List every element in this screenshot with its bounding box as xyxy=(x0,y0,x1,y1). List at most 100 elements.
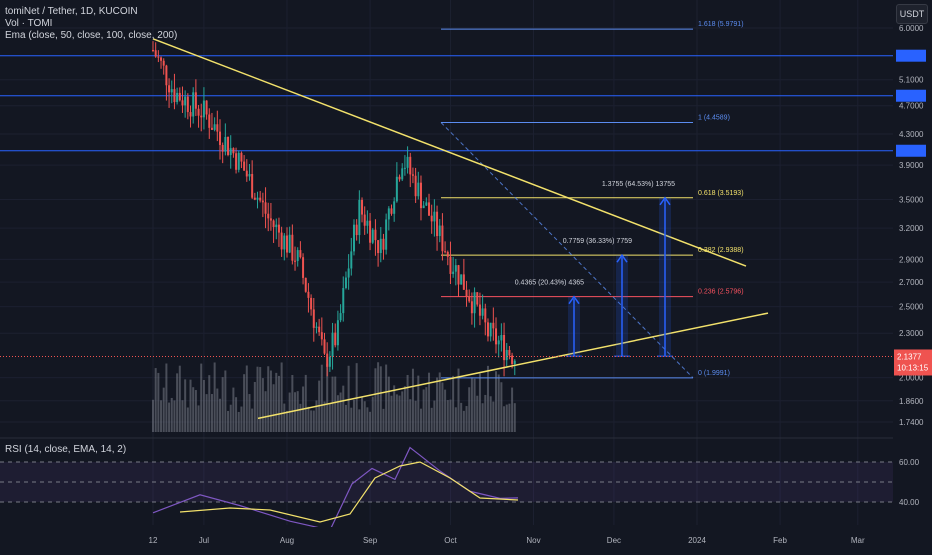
legend-volume[interactable]: Vol · TOMI xyxy=(5,18,53,29)
volume-bar xyxy=(213,362,216,432)
volume-bar xyxy=(245,365,248,432)
legend-ema[interactable]: Ema (close, 50, close, 100, close, 200) xyxy=(5,30,178,41)
volume-bar xyxy=(299,403,302,432)
candle-body xyxy=(192,92,195,117)
volume-bar xyxy=(328,404,331,432)
volume-bar xyxy=(379,366,382,432)
candle-body xyxy=(385,219,388,250)
candle-body xyxy=(355,224,358,236)
candle-down xyxy=(446,250,449,266)
volume-bar xyxy=(261,378,264,432)
candle-body xyxy=(152,49,154,51)
candle-down xyxy=(377,240,380,267)
candle-body xyxy=(294,260,297,262)
candle-body xyxy=(269,218,272,221)
candle-up xyxy=(385,213,388,255)
candle-body xyxy=(446,251,449,257)
price-tick-label: 2.3000 xyxy=(899,329,924,338)
candle-down xyxy=(272,219,275,243)
candle-up xyxy=(395,162,398,203)
volume-bar xyxy=(446,400,449,432)
candle-body xyxy=(398,176,401,180)
price-tick-label: 3.9000 xyxy=(899,161,924,170)
volume-bar xyxy=(462,410,465,432)
candle-up xyxy=(283,233,286,261)
candle-body xyxy=(320,332,323,340)
candle-up xyxy=(417,171,420,200)
projection-arrow-head xyxy=(568,295,580,305)
candle-body xyxy=(497,340,500,345)
volume-bar xyxy=(481,403,484,432)
candle-body xyxy=(205,100,208,115)
candle-body xyxy=(272,220,275,228)
volume-bar xyxy=(460,402,463,432)
candle-body xyxy=(503,334,506,361)
volume-bar xyxy=(269,370,272,432)
volume-bar xyxy=(229,404,232,432)
candle-down xyxy=(291,224,294,265)
candle-down xyxy=(197,104,200,128)
candle-body xyxy=(162,60,165,66)
candle-body xyxy=(176,92,179,103)
rsi-legend[interactable]: RSI (14, close, EMA, 14, 2) xyxy=(5,444,126,456)
candle-body xyxy=(374,229,377,241)
candle-down xyxy=(449,241,452,285)
volume-bar xyxy=(272,384,275,432)
volume-bar xyxy=(366,407,369,432)
time-tick-label: Dec xyxy=(607,536,621,545)
candle-body xyxy=(235,153,238,170)
volume-bar xyxy=(438,372,441,432)
candle-body xyxy=(243,161,246,171)
rsi-band xyxy=(0,462,893,502)
volume-bar xyxy=(173,400,176,432)
candle-down xyxy=(411,167,414,184)
volume-bar xyxy=(294,392,297,432)
price-tick-label: 3.5000 xyxy=(899,196,924,205)
candle-body xyxy=(409,156,412,175)
volume-bar xyxy=(232,387,235,432)
candle-body xyxy=(229,148,232,155)
legend-symbol[interactable]: tomiNet / Tether, 1D, KUCOIN xyxy=(5,6,138,17)
projection-arrow-head xyxy=(616,253,628,263)
candle-body xyxy=(465,289,468,297)
candle-body xyxy=(240,152,243,162)
candle-body xyxy=(181,100,184,106)
candle-body xyxy=(382,238,385,250)
volume-bar xyxy=(283,403,286,432)
candle-body xyxy=(312,309,315,328)
volume-bar xyxy=(208,375,211,432)
candle-body xyxy=(460,274,463,285)
candle-up xyxy=(454,258,457,286)
currency-button[interactable]: USDT xyxy=(896,4,928,24)
candle-up xyxy=(342,276,345,322)
candle-down xyxy=(165,64,168,101)
volume-bar xyxy=(398,395,401,432)
candle-body xyxy=(285,235,288,253)
candle-up xyxy=(350,237,353,276)
candle-down xyxy=(468,289,471,303)
volume-bar xyxy=(508,403,511,432)
volume-bar xyxy=(154,368,157,432)
candle-up xyxy=(433,199,436,237)
candle-body xyxy=(208,114,211,128)
legend-rsi[interactable]: RSI (14, close, EMA, 14, 2) xyxy=(5,444,127,455)
volume-bar xyxy=(331,376,334,432)
candle-body xyxy=(508,349,511,356)
volume-bar xyxy=(503,406,506,432)
candle-body xyxy=(277,224,280,233)
candle-body xyxy=(154,50,157,57)
volume-bar xyxy=(221,377,224,432)
candle-up xyxy=(422,201,425,209)
volume-bar xyxy=(253,381,256,432)
volume-bar xyxy=(235,397,238,432)
candle-down xyxy=(369,213,372,251)
time-tick-label: Jul xyxy=(199,536,209,545)
candle-body xyxy=(237,152,240,170)
candle-body xyxy=(444,251,447,253)
candle-down xyxy=(189,105,192,128)
candle-up xyxy=(438,219,441,243)
candle-body xyxy=(259,197,262,201)
volume-bar xyxy=(275,372,278,432)
